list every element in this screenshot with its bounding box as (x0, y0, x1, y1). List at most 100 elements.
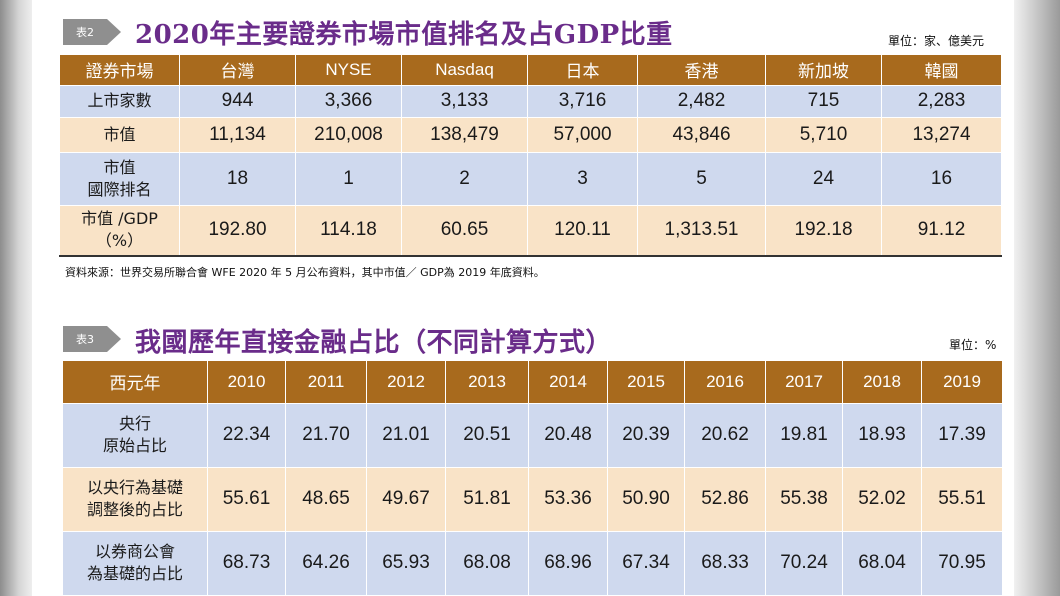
column-header-label: 西元年 (62, 361, 208, 404)
table-cell: 1 (295, 151, 402, 206)
column-header: 2016 (684, 361, 766, 404)
table-cell: 13,274 (881, 116, 1002, 153)
table1-unit: 單位：家、億美元 (888, 34, 985, 48)
table1-source-note: 資料來源：世界交易所聯合會 WFE 2020 年 5 月公布資料，其中市值／ G… (65, 266, 545, 279)
table-cell: 48.65 (285, 466, 367, 532)
table-cell: 60.65 (401, 204, 528, 257)
table-cell: 5 (637, 151, 766, 206)
row-label: 市值 /GDP （%） (59, 204, 180, 257)
row-label: 市值 國際排名 (59, 151, 180, 206)
table-row: 市值 國際排名 18 1 2 3 5 24 16 (59, 151, 1002, 206)
table-row: 市值 /GDP （%） 192.80 114.18 60.65 120.11 1,313.5… (59, 204, 1002, 257)
table-cell: 52.86 (684, 466, 766, 532)
table-cell: 192.18 (765, 204, 882, 257)
table-cell: 91.12 (881, 204, 1002, 257)
table-cell: 16 (881, 151, 1002, 206)
row-label: 上市家數 (59, 84, 180, 118)
table-cell: 68.73 (207, 530, 286, 596)
table-cell: 20.62 (684, 402, 766, 468)
table2-header-row: 西元年 2010 2011 2012 2013 2014 2015 2016 2017 2018 2… (62, 361, 1003, 404)
table-cell: 120.11 (527, 204, 638, 257)
table-cell: 18 (179, 151, 296, 206)
table-cell: 3,133 (401, 84, 528, 118)
table-cell: 53.36 (528, 466, 608, 532)
column-header: 2011 (285, 361, 367, 404)
table-cell: 5,710 (765, 116, 882, 153)
market-cap-table: 證券市場 台灣 NYSE Nasdaq 日本 香港 新加坡 韓國 上市家數 944 3,366 3,… (59, 55, 1002, 257)
table-cell: 21.01 (366, 402, 446, 468)
table-cell: 20.51 (445, 402, 529, 468)
table-cell: 17.39 (921, 402, 1003, 468)
table-cell: 944 (179, 84, 296, 118)
table-cell: 55.38 (765, 466, 843, 532)
column-header-label: 證券市場 (59, 55, 180, 86)
table1-tag: 表2 (63, 19, 125, 45)
column-header: NYSE (295, 55, 402, 86)
table-cell: 138,479 (401, 116, 528, 153)
row-label: 以券商公會 為基礎的占比 (62, 530, 208, 596)
table-cell: 114.18 (295, 204, 402, 257)
table-cell: 22.34 (207, 402, 286, 468)
column-header: 新加坡 (765, 55, 882, 86)
table-cell: 20.39 (607, 402, 685, 468)
table-row: 市值 11,134 210,008 138,479 57,000 43,846 5,710 1… (59, 116, 1002, 153)
column-header: 日本 (527, 55, 638, 86)
table-cell: 50.90 (607, 466, 685, 532)
table-cell: 2 (401, 151, 528, 206)
table2-unit: 單位：% (949, 338, 997, 352)
table-cell: 19.81 (765, 402, 843, 468)
table-cell: 70.24 (765, 530, 843, 596)
table-cell: 57,000 (527, 116, 638, 153)
table-cell: 68.33 (684, 530, 766, 596)
table-cell: 3,366 (295, 84, 402, 118)
tag-arrow-icon (107, 19, 121, 45)
table-cell: 24 (765, 151, 882, 206)
table-cell: 52.02 (842, 466, 922, 532)
tag-arrow-icon (107, 326, 121, 352)
table-row: 央行 原始占比 22.34 21.70 21.01 20.51 20.48 20.39 20.6… (62, 402, 1003, 468)
table-row: 以券商公會 為基礎的占比 68.73 64.26 65.93 68.08 68.96 67.3… (62, 530, 1003, 596)
table2-tag-label: 表3 (63, 326, 107, 352)
row-label: 以央行為基礎 調整後的占比 (62, 466, 208, 532)
table-cell: 21.70 (285, 402, 367, 468)
table-cell: 68.96 (528, 530, 608, 596)
table-cell: 49.67 (366, 466, 446, 532)
table-cell: 3 (527, 151, 638, 206)
page-edge-left (0, 0, 32, 596)
table1-title: 2020年主要證券市場市值排名及占GDP比重 (135, 20, 673, 50)
table-cell: 55.61 (207, 466, 286, 532)
row-label: 央行 原始占比 (62, 402, 208, 468)
column-header: 韓國 (881, 55, 1002, 86)
table-cell: 43,846 (637, 116, 766, 153)
table-cell: 51.81 (445, 466, 529, 532)
table-cell: 2,482 (637, 84, 766, 118)
table-cell: 2,283 (881, 84, 1002, 118)
page-edge-right (1014, 0, 1060, 596)
table-cell: 192.80 (179, 204, 296, 257)
row-label: 市值 (59, 116, 180, 153)
table-cell: 210,008 (295, 116, 402, 153)
column-header: 香港 (637, 55, 766, 86)
table-cell: 68.08 (445, 530, 529, 596)
table-cell: 715 (765, 84, 882, 118)
table-cell: 11,134 (179, 116, 296, 153)
table1-tag-label: 表2 (63, 19, 107, 45)
table-cell: 70.95 (921, 530, 1003, 596)
column-header: 2013 (445, 361, 529, 404)
column-header: 2017 (765, 361, 843, 404)
column-header: 2018 (842, 361, 922, 404)
table2-tag: 表3 (63, 326, 125, 352)
column-header: 2014 (528, 361, 608, 404)
table-cell: 18.93 (842, 402, 922, 468)
direct-finance-table: 西元年 2010 2011 2012 2013 2014 2015 2016 2017 2018 2… (62, 361, 1003, 596)
column-header: 2010 (207, 361, 286, 404)
table-row: 上市家數 944 3,366 3,133 3,716 2,482 715 2,283 (59, 84, 1002, 118)
table-cell: 65.93 (366, 530, 446, 596)
column-header: 2019 (921, 361, 1003, 404)
table-cell: 20.48 (528, 402, 608, 468)
column-header: Nasdaq (401, 55, 528, 86)
column-header: 2012 (366, 361, 446, 404)
table-cell: 64.26 (285, 530, 367, 596)
document-page: 表2 2020年主要證券市場市值排名及占GDP比重 單位：家、億美元 證券市場台… (32, 0, 1014, 596)
table-cell: 3,716 (527, 84, 638, 118)
